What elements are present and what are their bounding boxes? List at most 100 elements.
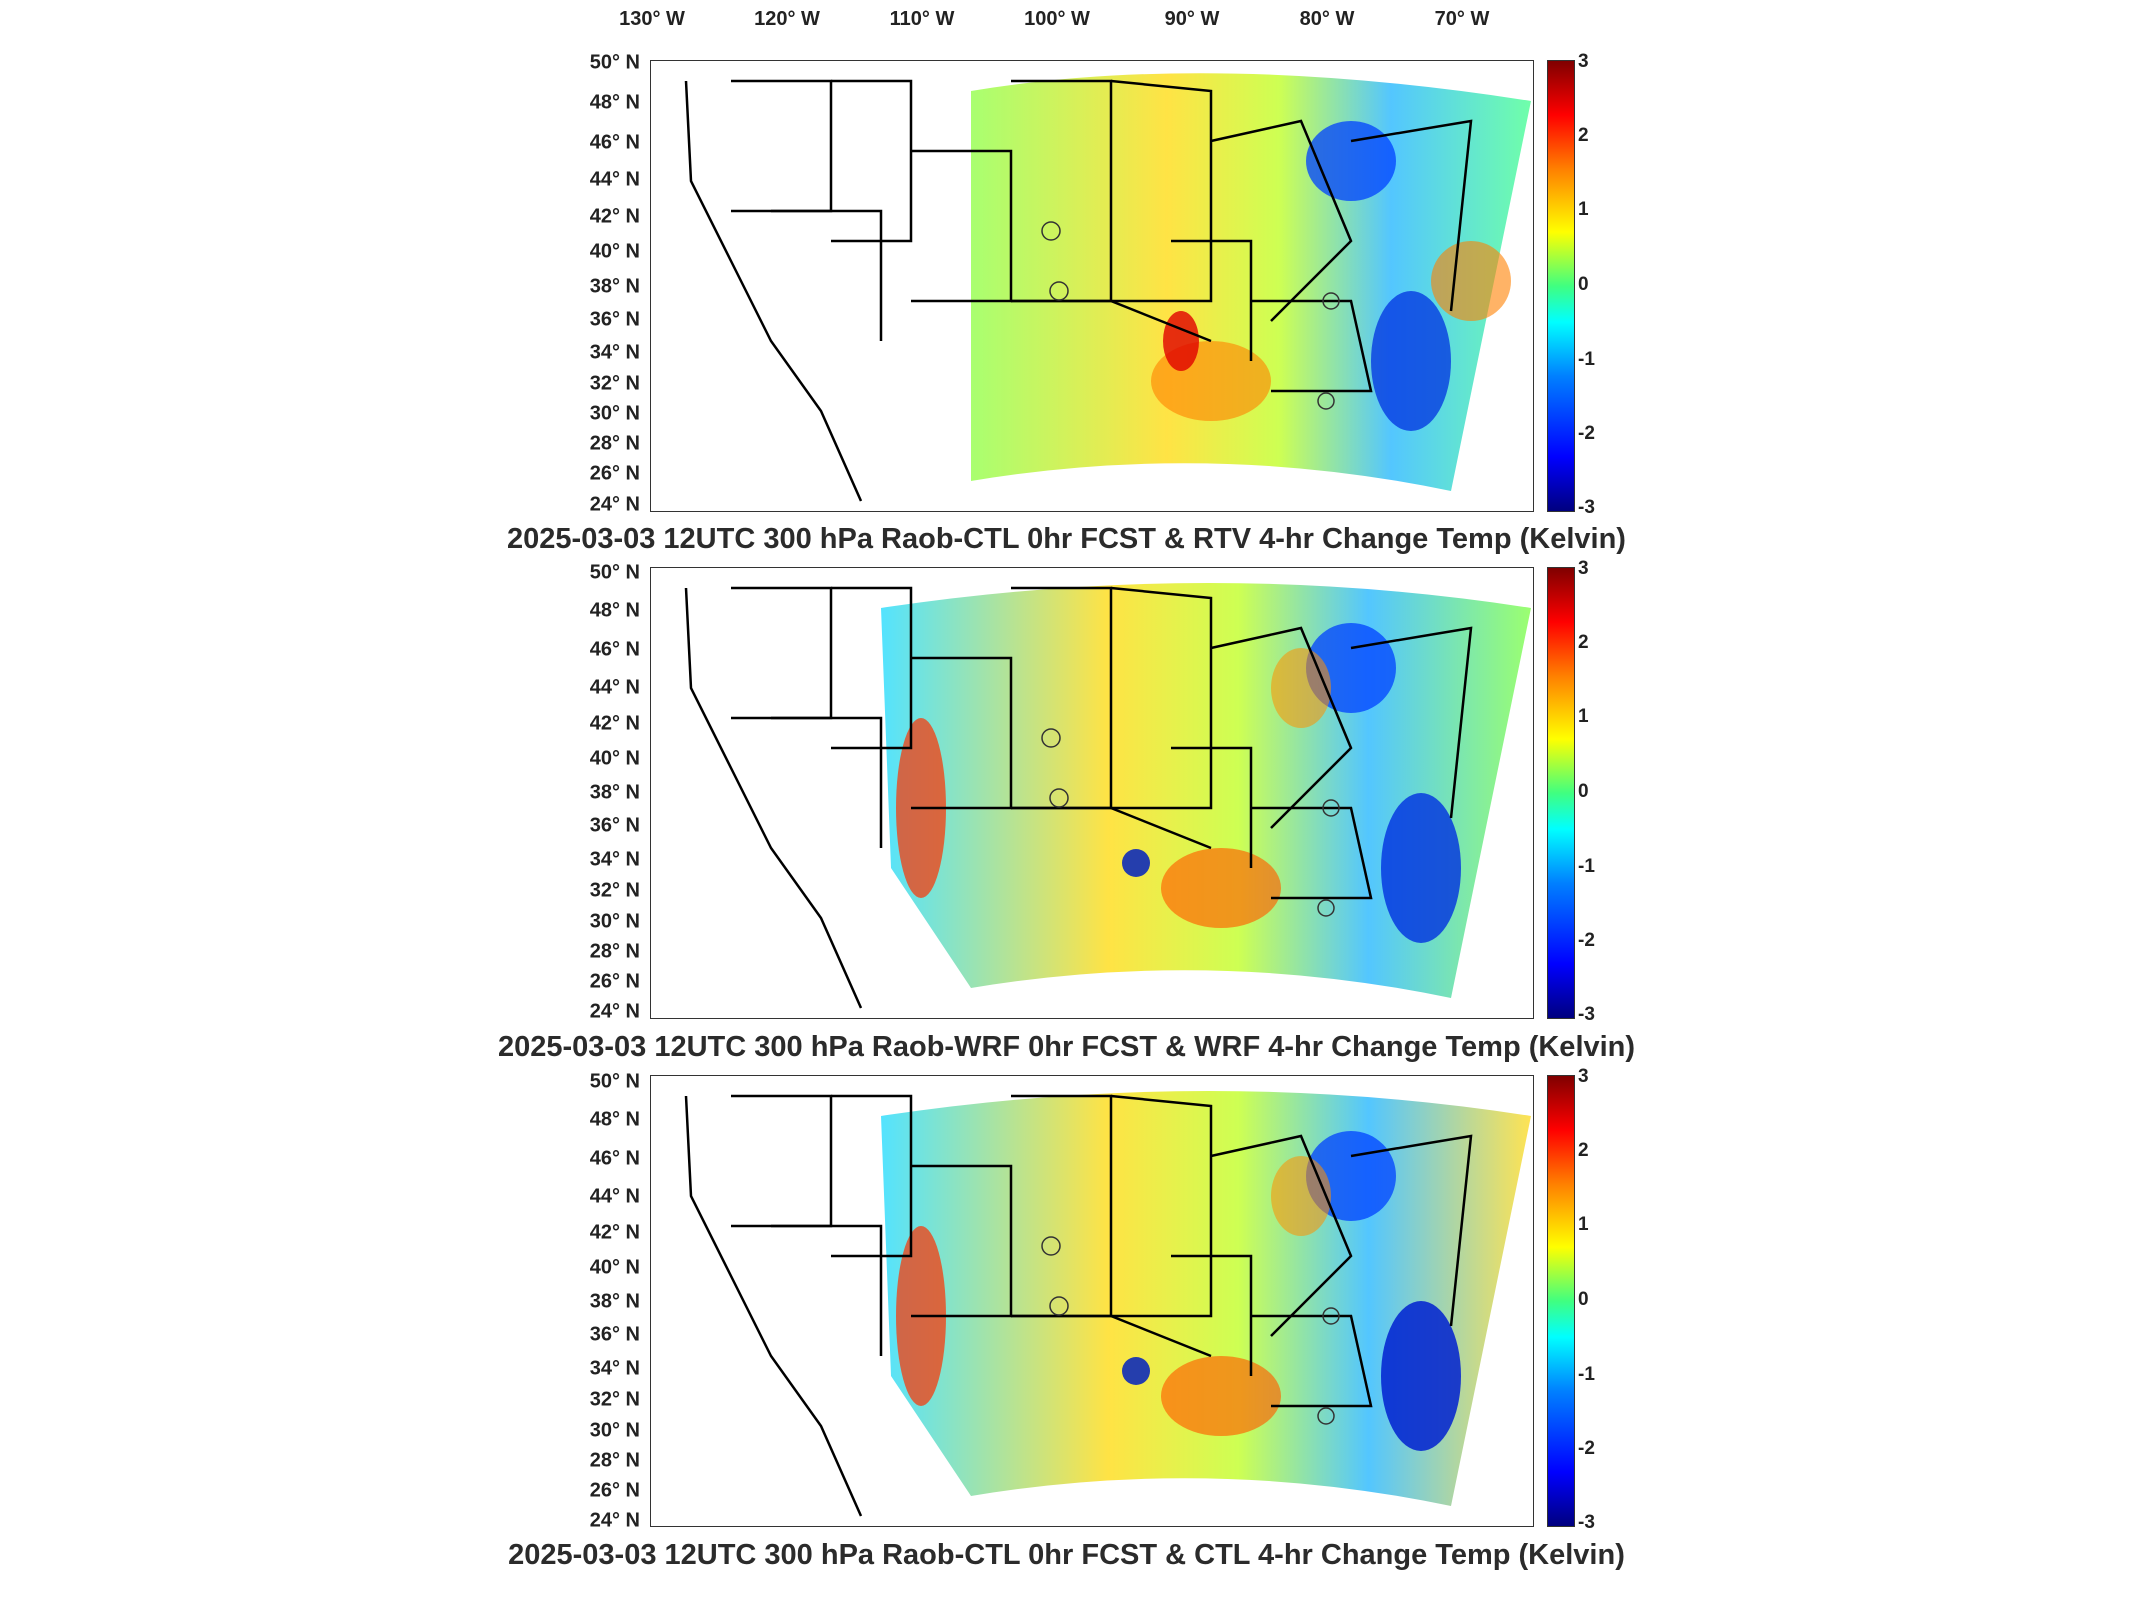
temperature-map <box>684 583 1531 1009</box>
warm-anomaly <box>1161 848 1281 928</box>
colorbar <box>1547 60 1575 512</box>
raob-station-markers <box>1041 221 1340 410</box>
cold-anomaly <box>1306 121 1396 201</box>
lat-label: 24° N <box>589 493 640 516</box>
colorbar-tick: 3 <box>1578 558 1589 579</box>
lon-label: 120° W <box>754 8 820 30</box>
lat-label: 36° N <box>589 814 640 837</box>
lat-label: 26° N <box>589 462 640 485</box>
lat-label: 46° N <box>589 638 640 661</box>
temperature-map <box>684 73 1531 502</box>
lat-label: 26° N <box>589 970 640 993</box>
colorbar-tick: 3 <box>1578 1066 1589 1087</box>
lat-label: 44° N <box>589 676 640 699</box>
lat-label: 38° N <box>589 275 640 298</box>
lat-label: 50° N <box>589 561 640 584</box>
lat-label: 36° N <box>589 308 640 331</box>
state-boundaries <box>684 586 1473 1009</box>
panel-title: 2025-03-03 12UTC 300 hPa Raob-WRF 0hr FC… <box>497 1031 1636 1063</box>
panel-title: 2025-03-03 12UTC 300 hPa Raob-CTL 0hr FC… <box>507 523 1626 555</box>
lon-label: 70° W <box>1434 8 1490 30</box>
lat-label: 50° N <box>589 1070 640 1093</box>
colorbar-tick: 2 <box>1578 632 1589 653</box>
lat-label: 30° N <box>589 910 640 933</box>
lat-label: 48° N <box>589 599 640 622</box>
lat-label: 28° N <box>589 432 640 455</box>
warm-anomaly <box>1271 1156 1331 1236</box>
cold-anomaly <box>1122 849 1150 877</box>
lat-label: 48° N <box>589 1108 640 1131</box>
colorbar <box>1547 567 1575 1019</box>
lat-label: 32° N <box>589 1388 640 1411</box>
lat-label: 40° N <box>589 240 640 263</box>
colorbar-tick: 0 <box>1578 1289 1589 1310</box>
colorbar-tick: -3 <box>1578 1512 1595 1533</box>
colorbar-tick: 1 <box>1578 706 1589 727</box>
lon-label: 80° W <box>1299 8 1355 30</box>
colorbar-tick: -2 <box>1578 1438 1595 1459</box>
colorbar-tick: 2 <box>1578 125 1589 146</box>
lon-label: 100° W <box>1024 8 1090 30</box>
lat-label: 50° N <box>589 51 640 74</box>
lat-label: 32° N <box>589 879 640 902</box>
lat-label: 26° N <box>589 1479 640 1502</box>
lat-label: 28° N <box>589 1449 640 1472</box>
map-frame <box>650 60 1534 512</box>
lat-label: 38° N <box>589 1290 640 1313</box>
cold-anomaly <box>1122 1357 1150 1385</box>
lat-label: 42° N <box>589 1221 640 1244</box>
colorbar-tick: 1 <box>1578 1214 1589 1235</box>
state-boundaries <box>684 79 1473 502</box>
lat-label: 40° N <box>589 747 640 770</box>
colorbar-tick: -1 <box>1578 1364 1595 1385</box>
warm-anomaly <box>1163 311 1199 371</box>
raob-station-markers <box>1041 728 1340 917</box>
colorbar-tick: -1 <box>1578 349 1595 370</box>
warm-anomaly <box>1161 1356 1281 1436</box>
map-frame <box>650 567 1534 1019</box>
colorbar-tick: 3 <box>1578 51 1589 72</box>
lat-label: 34° N <box>589 341 640 364</box>
raob-station-markers <box>1041 1236 1340 1425</box>
cold-anomaly <box>1381 1301 1461 1451</box>
lon-label: 90° W <box>1164 8 1220 30</box>
lat-label: 42° N <box>589 712 640 735</box>
colorbar <box>1547 1075 1575 1527</box>
colorbar-tick: 0 <box>1578 274 1589 295</box>
colorbar-tick: 1 <box>1578 199 1589 220</box>
state-boundaries <box>684 1094 1473 1517</box>
lat-label: 24° N <box>589 1000 640 1023</box>
colorbar-tick: 0 <box>1578 781 1589 802</box>
temperature-map <box>684 1091 1531 1517</box>
lat-label: 30° N <box>589 1419 640 1442</box>
cold-anomaly <box>1381 793 1461 943</box>
colorbar-tick: -3 <box>1578 1004 1595 1025</box>
lon-label: 130° W <box>619 8 685 30</box>
map-frame <box>650 1075 1534 1527</box>
lat-label: 36° N <box>589 1323 640 1346</box>
lat-label: 38° N <box>589 781 640 804</box>
lat-label: 48° N <box>589 91 640 114</box>
colorbar-tick: -3 <box>1578 497 1595 518</box>
colorbar-tick: 2 <box>1578 1140 1589 1161</box>
cold-anomaly <box>1371 291 1451 431</box>
lat-label: 30° N <box>589 402 640 425</box>
colorbar-tick: -2 <box>1578 930 1595 951</box>
lat-label: 28° N <box>589 940 640 963</box>
lat-label: 44° N <box>589 168 640 191</box>
lat-label: 42° N <box>589 205 640 228</box>
lat-label: 44° N <box>589 1185 640 1208</box>
lat-label: 32° N <box>589 372 640 395</box>
panel-title: 2025-03-03 12UTC 300 hPa Raob-CTL 0hr FC… <box>508 1539 1625 1571</box>
lat-label: 46° N <box>589 131 640 154</box>
lat-label: 34° N <box>589 1357 640 1380</box>
colorbar-tick: -1 <box>1578 856 1595 877</box>
lat-label: 40° N <box>589 1256 640 1279</box>
lat-label: 24° N <box>589 1509 640 1532</box>
colorbar-tick: -2 <box>1578 423 1595 444</box>
lat-label: 46° N <box>589 1147 640 1170</box>
warm-anomaly <box>1431 241 1511 321</box>
lon-label: 110° W <box>889 8 955 30</box>
warm-anomaly <box>1271 648 1331 728</box>
lat-label: 34° N <box>589 848 640 871</box>
